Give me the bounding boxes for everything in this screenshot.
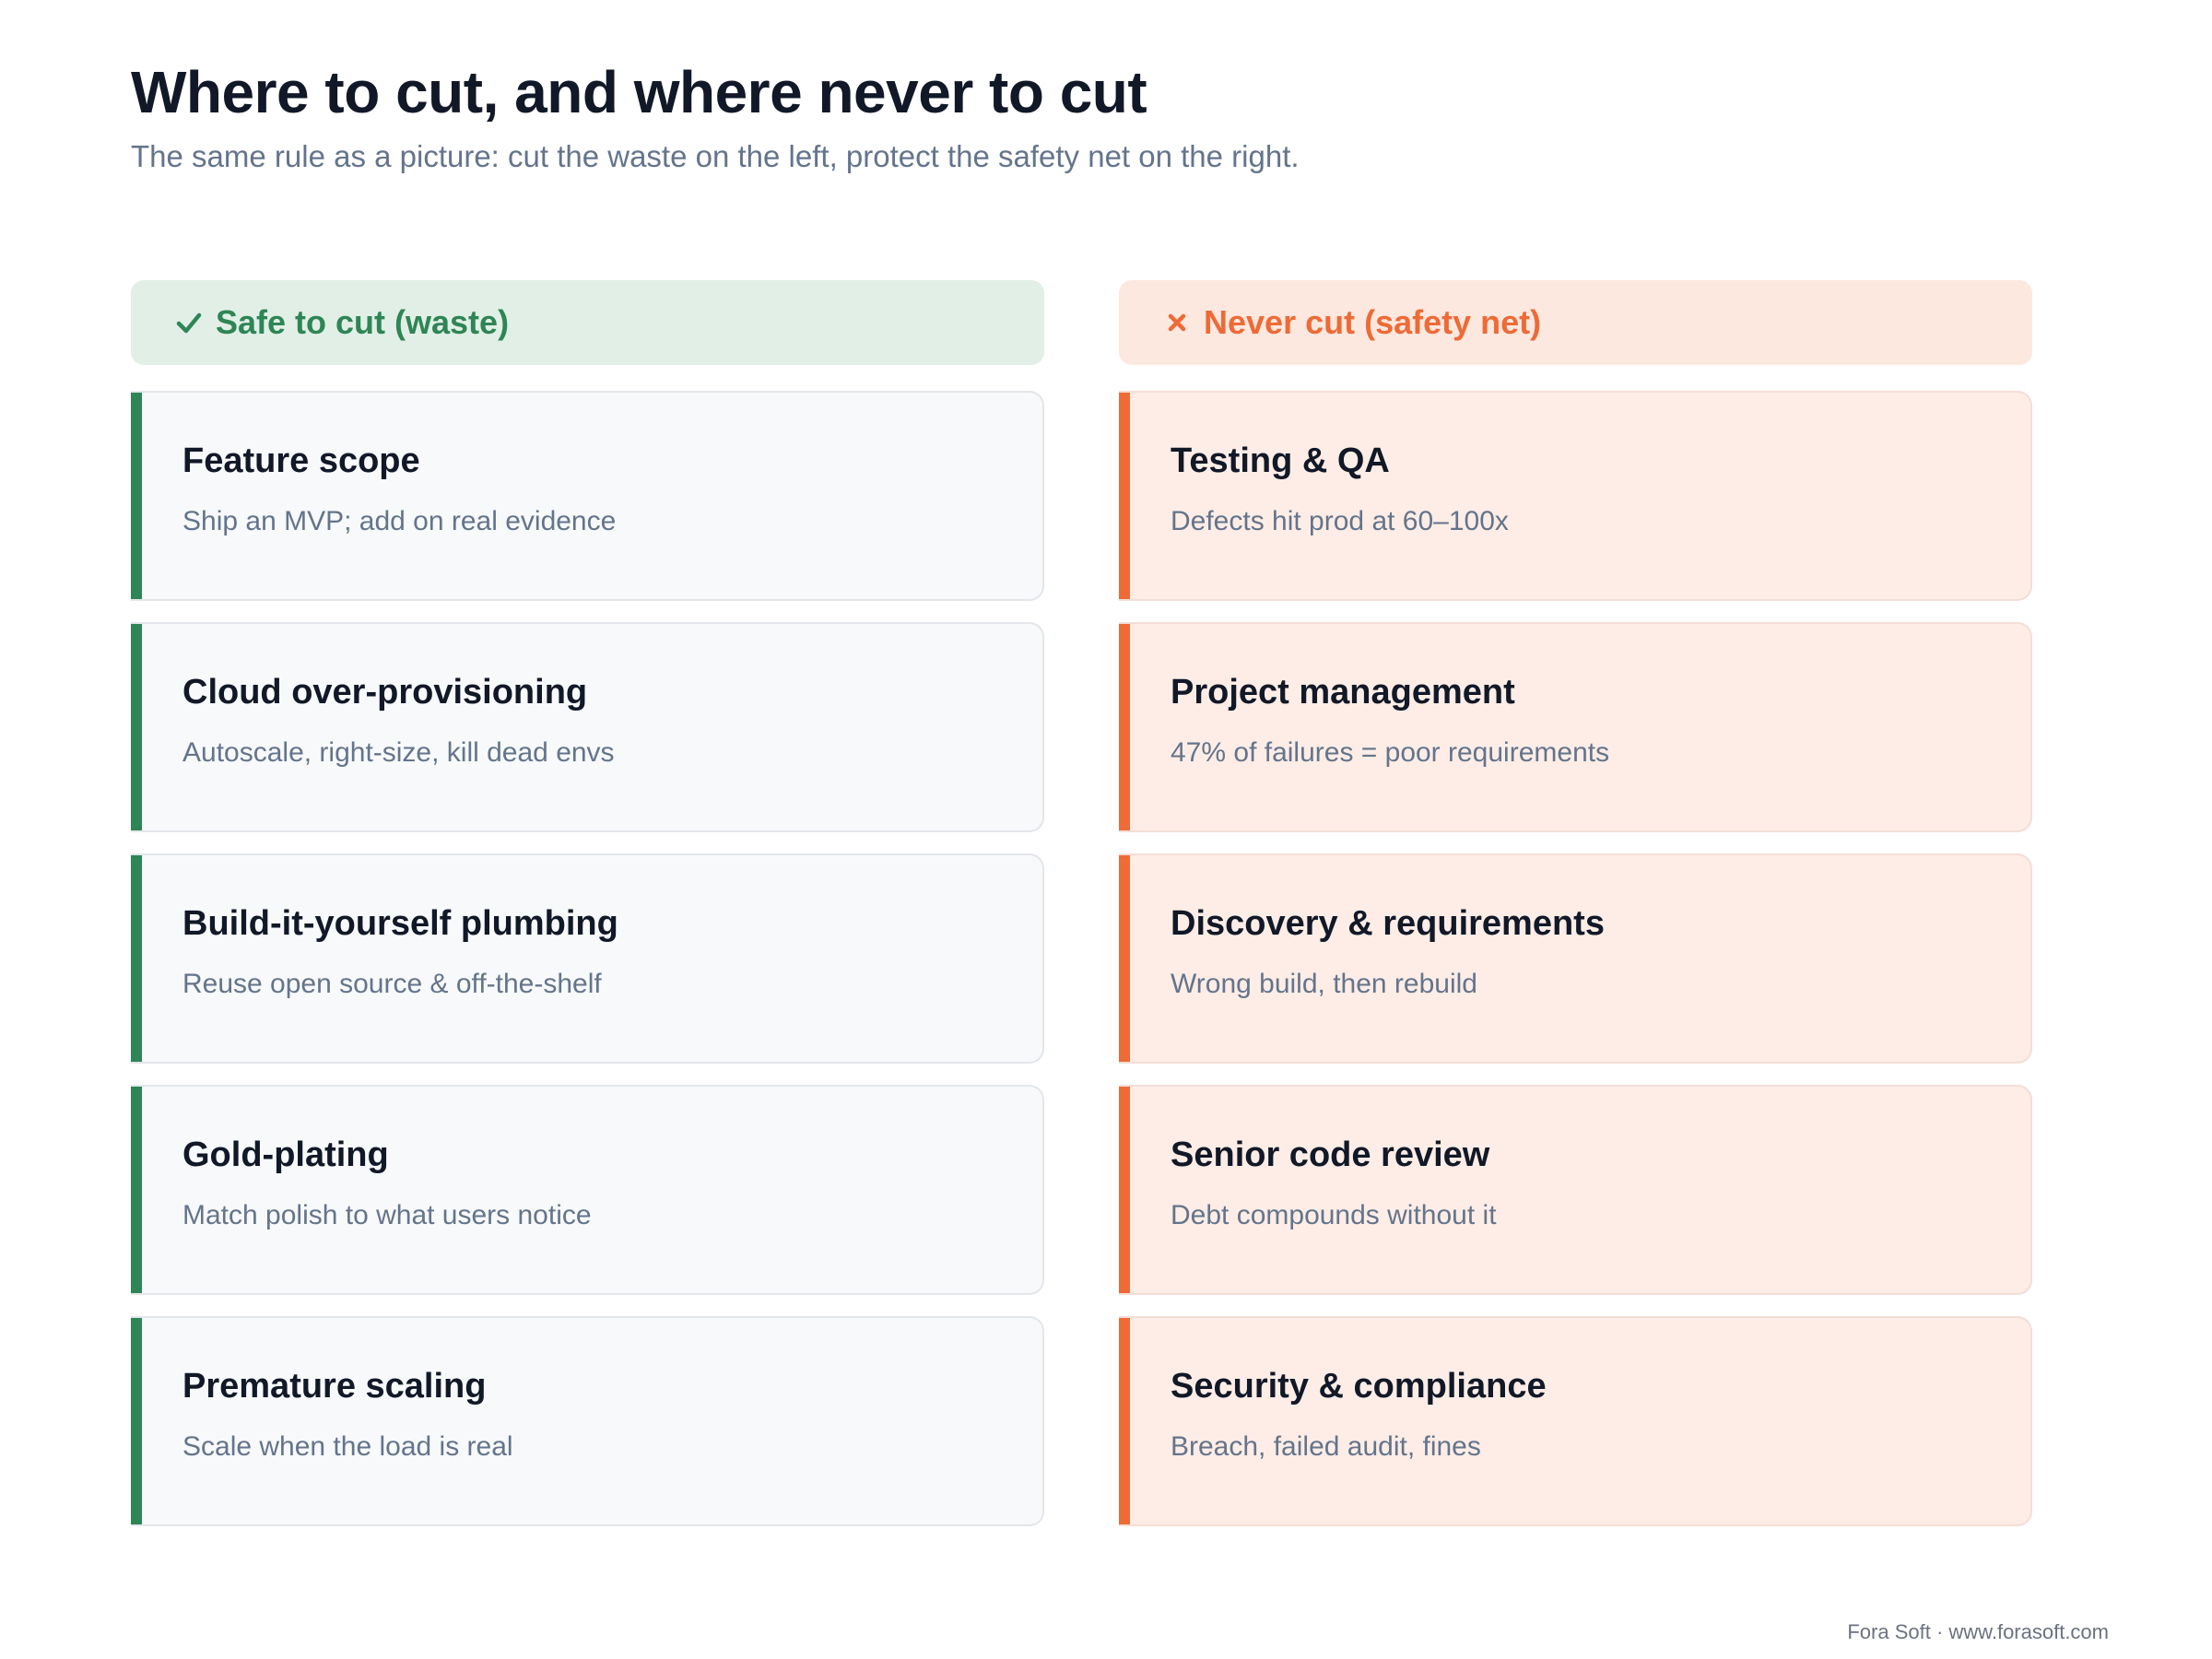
footer-credit: Fora Soft · www.forasoft.com: [1847, 1620, 2109, 1643]
waste-card: Cloud over-provisioning Autoscale, right…: [131, 622, 1044, 832]
card-description: Match polish to what users notice: [182, 1200, 592, 1230]
safe-to-cut-label: Safe to cut (waste): [216, 303, 510, 341]
card-title: Build-it-yourself plumbing: [182, 904, 618, 943]
check-icon: [175, 309, 203, 336]
card-accent-bar: [1119, 1318, 1130, 1524]
card-description: Scale when the load is real: [182, 1431, 513, 1462]
card-description: Debt compounds without it: [1171, 1200, 1497, 1230]
card-description: 47% of failures = poor requirements: [1171, 737, 1610, 768]
waste-card: Premature scaling Scale when the load is…: [131, 1316, 1044, 1526]
card-title: Discovery & requirements: [1171, 904, 1605, 943]
card-title: Testing & QA: [1171, 441, 1390, 480]
card-accent-bar: [131, 855, 142, 1062]
card-description: Ship an MVP; add on real evidence: [182, 506, 617, 536]
page-subtitle: The same rule as a picture: cut the wast…: [131, 139, 1300, 173]
card-description: Autoscale, right-size, kill dead envs: [182, 737, 615, 768]
card-description: Wrong build, then rebuild: [1171, 969, 1477, 999]
card-title: Project management: [1171, 673, 1515, 712]
card-accent-bar: [131, 1318, 142, 1524]
card-accent-bar: [1119, 855, 1130, 1062]
card-title: Cloud over-provisioning: [182, 673, 588, 712]
safe-to-cut-column: Safe to cut (waste) Feature scope Ship a…: [131, 280, 1044, 1526]
card-title: Premature scaling: [182, 1367, 487, 1406]
never-cut-label: Never cut (safety net): [1204, 303, 1542, 341]
waste-card: Build-it-yourself plumbing Reuse open so…: [131, 853, 1044, 1064]
card-accent-bar: [131, 624, 142, 830]
never-cut-header: Never cut (safety net): [1119, 280, 2032, 365]
safety-net-card: Discovery & requirements Wrong build, th…: [1119, 853, 2032, 1064]
card-title: Senior code review: [1171, 1135, 1490, 1174]
card-title: Gold-plating: [182, 1135, 389, 1174]
safety-net-card: Testing & QA Defects hit prod at 60–100x: [1119, 391, 2032, 601]
card-accent-bar: [1119, 1087, 1130, 1293]
card-description: Breach, failed audit, fines: [1171, 1431, 1481, 1462]
page-title: Where to cut, and where never to cut: [131, 59, 1147, 125]
x-icon: [1163, 309, 1191, 336]
card-description: Defects hit prod at 60–100x: [1171, 506, 1509, 536]
card-accent-bar: [131, 393, 142, 599]
safety-net-card: Senior code review Debt compounds withou…: [1119, 1085, 2032, 1295]
card-accent-bar: [1119, 624, 1130, 830]
card-accent-bar: [131, 1087, 142, 1293]
safe-to-cut-list: Feature scope Ship an MVP; add on real e…: [131, 391, 1044, 1526]
safe-to-cut-header: Safe to cut (waste): [131, 280, 1044, 365]
card-accent-bar: [1119, 393, 1130, 599]
card-title: Feature scope: [182, 441, 420, 480]
waste-card: Feature scope Ship an MVP; add on real e…: [131, 391, 1044, 601]
waste-card: Gold-plating Match polish to what users …: [131, 1085, 1044, 1295]
card-title: Security & compliance: [1171, 1367, 1547, 1406]
never-cut-list: Testing & QA Defects hit prod at 60–100x…: [1119, 391, 2032, 1526]
safety-net-card: Project management 47% of failures = poo…: [1119, 622, 2032, 832]
card-description: Reuse open source & off-the-shelf: [182, 969, 602, 999]
safety-net-card: Security & compliance Breach, failed aud…: [1119, 1316, 2032, 1526]
never-cut-column: Never cut (safety net) Testing & QA Defe…: [1119, 280, 2032, 1526]
